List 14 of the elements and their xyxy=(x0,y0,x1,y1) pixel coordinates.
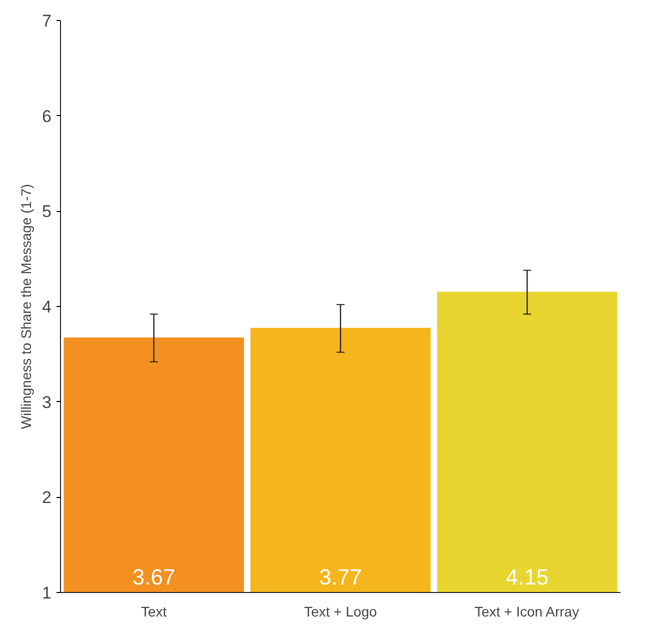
y-tick-label: 3 xyxy=(42,392,52,412)
x-tick-label: Text + Icon Array xyxy=(474,604,580,620)
y-tick-label: 7 xyxy=(42,12,52,30)
x-tick-label: Text + Logo xyxy=(304,604,378,620)
data-label: 3.77 xyxy=(319,564,362,590)
y-tick-label: 5 xyxy=(42,202,52,222)
y-axis-title: Willingness to Share the Message (1-7) xyxy=(18,184,34,430)
x-tick-label: Text xyxy=(140,604,167,620)
y-tick-label: 1 xyxy=(42,584,52,602)
y-tick-label: 6 xyxy=(42,106,52,126)
y-tick-label: 4 xyxy=(42,298,52,316)
data-label: 3.67 xyxy=(132,564,176,590)
y-tick-label: 2 xyxy=(42,488,52,508)
data-label: 4.15 xyxy=(506,564,549,590)
